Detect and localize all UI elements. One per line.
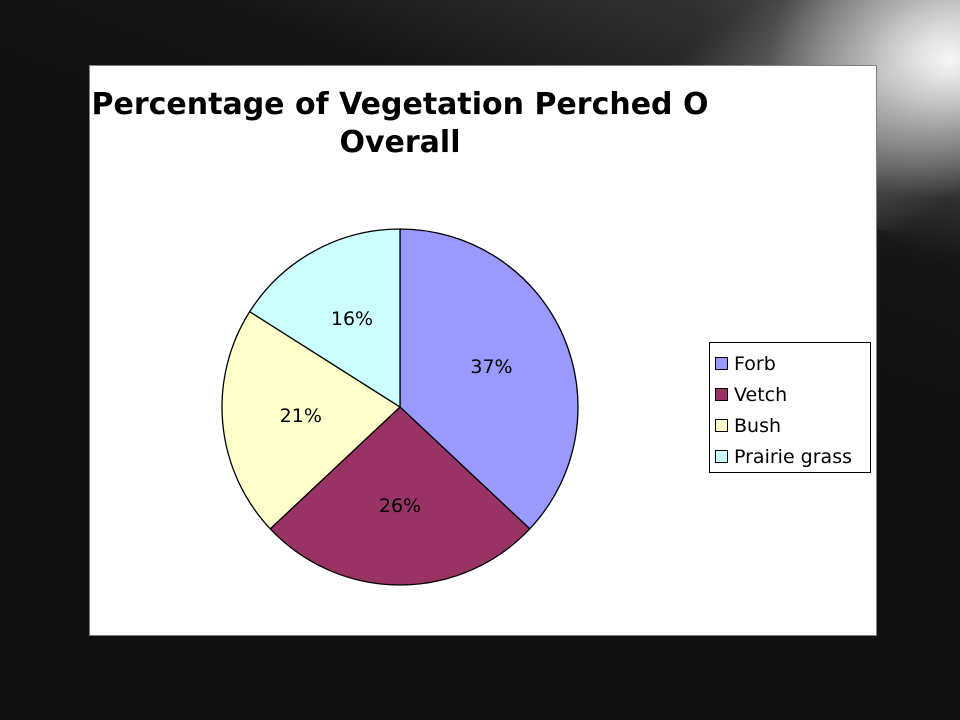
legend-item-forb: Forb [715, 348, 870, 379]
legend-item-prairie-grass: Prairie grass [715, 441, 870, 472]
legend-label-forb: Forb [734, 352, 776, 375]
slice-label-forb: 37% [470, 356, 512, 378]
legend-label-vetch: Vetch [734, 383, 788, 406]
legend-item-vetch: Vetch [715, 379, 870, 410]
chart-title: Percentage of Vegetation Perched O Overa… [91, 87, 709, 160]
pie-slice-labels: 37% 26% 21% 16% [280, 308, 513, 517]
legend-label-prairie-grass: Prairie grass [734, 445, 852, 468]
slice-label-bush: 21% [280, 405, 322, 427]
slice-label-prairie-grass: 16% [331, 308, 373, 330]
slice-label-vetch: 26% [379, 495, 421, 517]
legend-item-bush: Bush [715, 410, 870, 441]
chart-legend: Forb Vetch Bush Prairie grass [709, 342, 871, 473]
legend-swatch-forb [715, 357, 728, 370]
pie-slice-prairie-grass [248, 228, 401, 409]
pie-slices [221, 228, 579, 586]
legend-swatch-bush [715, 419, 728, 432]
chart-area: Percentage of Vegetation Perched O Overa… [89, 65, 877, 636]
legend-swatch-prairie-grass [715, 450, 728, 463]
legend-label-bush: Bush [734, 414, 782, 437]
pie-chart: 37% 26% 21% 16% [221, 228, 579, 586]
pie-slice-forb [399, 228, 579, 530]
pie-slice-vetch [269, 406, 531, 586]
pie-slice-bush [221, 310, 402, 530]
legend-swatch-vetch [715, 388, 728, 401]
